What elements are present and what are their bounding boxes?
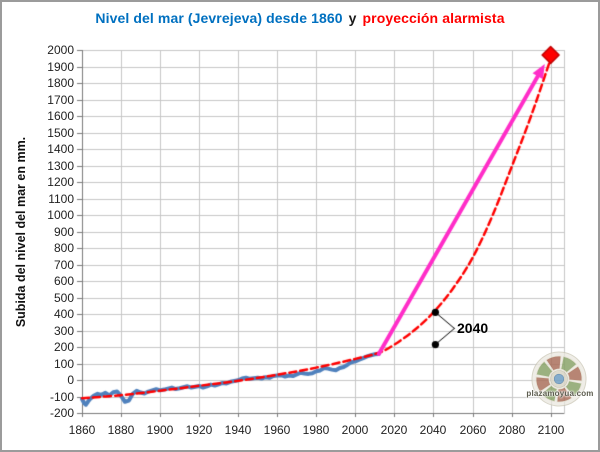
y-tick-label: 300 [53, 324, 74, 338]
y-tick-label: -100 [49, 390, 74, 404]
x-tick-label: 2000 [341, 423, 369, 437]
annotation-year-label: 2040 [457, 320, 489, 336]
y-tick-label: 1200 [47, 175, 74, 189]
plaza-logo-icon [531, 351, 587, 407]
x-tick-label: 1880 [107, 423, 135, 437]
y-tick-label: 1400 [47, 142, 74, 156]
y-tick-label: 1900 [47, 60, 74, 74]
y-tick-label: 400 [53, 307, 74, 321]
y-tick-label: 800 [53, 241, 74, 255]
y-tick-label: 1600 [47, 109, 74, 123]
watermark-url-text: plazamoyua.com [526, 389, 594, 398]
y-tick-label: 1300 [47, 159, 74, 173]
y-tick-label: 1500 [47, 126, 74, 140]
x-tick-label: 1860 [68, 423, 96, 437]
y-tick-label: 2000 [47, 43, 74, 57]
x-tick-label: 2080 [498, 423, 526, 437]
y-tick-label: 1700 [47, 93, 74, 107]
y-tick-label: 900 [53, 225, 74, 239]
y-tick-label: 100 [53, 357, 74, 371]
y-tick-label: 600 [53, 274, 74, 288]
y-tick-label: 1100 [48, 192, 74, 206]
y-tick-label: 200 [53, 340, 74, 354]
x-tick-label: 2040 [419, 423, 447, 437]
x-tick-label: 2020 [380, 423, 408, 437]
y-tick-label: -200 [49, 406, 74, 420]
x-tick-label: 1920 [185, 423, 213, 437]
x-tick-label: 1900 [146, 423, 174, 437]
x-tick-label: 1980 [302, 423, 330, 437]
x-tick-label: 1940 [224, 423, 252, 437]
y-tick-label: 700 [53, 258, 74, 272]
y-tick-label: 1000 [47, 208, 74, 222]
y-tick-label: 1800 [47, 76, 74, 90]
x-tick-label: 1960 [263, 423, 291, 437]
x-tick-label: 2100 [537, 423, 565, 437]
y-tick-label: 0 [67, 373, 74, 387]
y-tick-label: 500 [53, 291, 74, 305]
x-tick-label: 2060 [459, 423, 487, 437]
